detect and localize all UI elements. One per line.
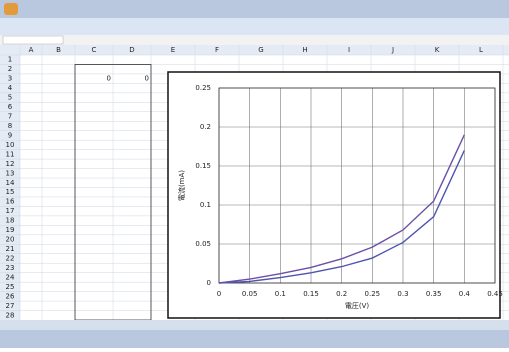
column-header: G <box>258 46 263 54</box>
status-bar <box>0 330 509 348</box>
office-button[interactable] <box>4 3 18 15</box>
ribbon <box>0 18 509 35</box>
row-header-bar <box>0 45 20 320</box>
row-header: 28 <box>6 311 15 319</box>
row-header: 4 <box>8 84 13 92</box>
cell: 0 <box>107 75 111 83</box>
chart-area[interactable] <box>167 71 501 319</box>
x-axis-label: 電圧(V) <box>345 302 370 310</box>
column-header: A <box>29 46 34 54</box>
y-tick-label: 0.25 <box>195 84 211 92</box>
title-bar <box>0 0 509 18</box>
row-header: 19 <box>6 226 15 234</box>
column-header: L <box>479 46 483 54</box>
column-header: H <box>302 46 307 54</box>
column-header: C <box>92 46 97 54</box>
x-tick-label: 0.05 <box>242 290 258 298</box>
row-header: 10 <box>6 141 15 149</box>
row-header: 1 <box>8 56 12 64</box>
name-box[interactable] <box>2 35 64 45</box>
y-tick-label: 0.15 <box>195 162 211 170</box>
row-header: 9 <box>8 131 12 139</box>
row-header: 8 <box>8 122 12 130</box>
row-header: 20 <box>6 236 15 244</box>
row-header: 3 <box>8 75 12 83</box>
y-axis-label: 電流(mA) <box>177 170 186 201</box>
row-header: 26 <box>6 292 15 300</box>
x-tick-label: 0.3 <box>397 290 408 298</box>
row-header: 11 <box>6 150 15 158</box>
row-header: 13 <box>6 169 15 177</box>
column-header: F <box>215 46 219 54</box>
row-header: 16 <box>6 198 15 206</box>
row-header: 18 <box>6 217 15 225</box>
row-header: 22 <box>6 254 15 262</box>
x-tick-label: 0.4 <box>459 290 471 298</box>
x-tick-label: 0.45 <box>487 290 503 298</box>
formula-bar <box>0 35 509 45</box>
y-tick-label: 0.1 <box>200 201 211 209</box>
y-tick-label: 0.05 <box>195 240 211 248</box>
row-header: 15 <box>6 188 15 196</box>
row-header: 12 <box>6 160 15 168</box>
row-header: 23 <box>6 264 15 272</box>
chart: 0 0.05 0.1 0.15 0.2 0.25 0 0.05 0.1 0.15 0.2 0.25 0.… <box>177 84 503 310</box>
y-tick-label: 0 <box>207 279 211 287</box>
series-line <box>218 134 465 284</box>
row-header: 7 <box>8 113 12 121</box>
x-tick-label: 0.2 <box>336 290 347 298</box>
x-tick-label: 0 <box>217 290 221 298</box>
column-header-bar <box>0 45 509 55</box>
x-tick-label: 0.1 <box>275 290 286 298</box>
column-header: I <box>348 46 350 54</box>
row-header: 24 <box>6 273 15 281</box>
row-header: 17 <box>6 207 15 215</box>
cell: 0 <box>145 75 149 83</box>
column-header: D <box>129 46 134 54</box>
row-header: 21 <box>6 245 15 253</box>
x-tick-label: 0.25 <box>365 290 381 298</box>
row-header: 2 <box>8 65 12 73</box>
row-header: 5 <box>8 94 12 102</box>
row-header: 27 <box>6 302 15 310</box>
row-header: 14 <box>6 179 15 187</box>
series-line <box>218 150 465 284</box>
x-tick-label: 0.35 <box>426 290 442 298</box>
y-tick-label: 0.2 <box>200 123 211 131</box>
row-header: 6 <box>8 103 13 111</box>
sheet-tabs[interactable] <box>0 320 509 330</box>
plot-area <box>218 87 496 284</box>
row-header: 25 <box>6 283 15 291</box>
column-header: B <box>56 46 61 54</box>
column-header: J <box>391 46 394 54</box>
column-header: K <box>435 46 440 54</box>
x-tick-label: 0.15 <box>303 290 319 298</box>
column-header: E <box>171 46 175 54</box>
